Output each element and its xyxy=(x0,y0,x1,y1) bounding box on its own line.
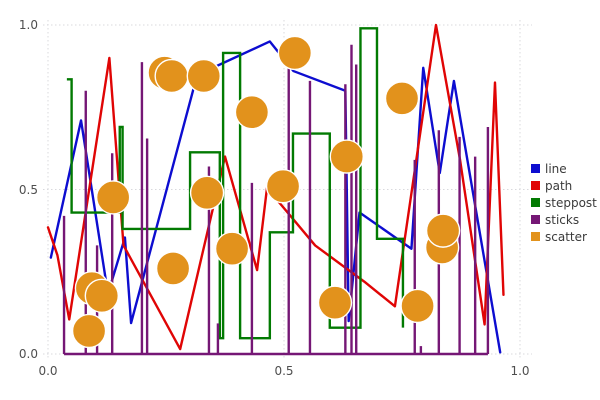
scatter-point xyxy=(214,231,250,266)
legend-label: sticks xyxy=(545,212,580,227)
legend-item-line: line xyxy=(531,160,597,177)
legend-item-path: path xyxy=(531,177,597,194)
legend-swatch-scatter xyxy=(531,232,540,241)
scatter-point xyxy=(425,213,461,248)
scatter-point xyxy=(186,58,221,94)
scatter-point xyxy=(84,278,120,313)
scatter-point xyxy=(154,58,189,94)
legend-swatch-sticks xyxy=(531,215,540,224)
x-tick-label: 1.0 xyxy=(510,364,530,378)
scatter-point xyxy=(71,313,107,349)
scatter-point xyxy=(189,175,225,210)
legend-item-scatter: scatter xyxy=(531,228,597,245)
y-tick-label: 1.0 xyxy=(18,18,38,32)
line-series-line xyxy=(49,40,502,354)
scatter-point xyxy=(234,94,270,130)
scatter-point xyxy=(155,251,191,286)
steppost-series-steps xyxy=(66,27,405,340)
scatter-point xyxy=(317,285,353,320)
legend-label: scatter xyxy=(545,229,587,244)
y-tick-label: 0.5 xyxy=(18,182,38,197)
x-tick-label: 0.0 xyxy=(38,364,58,378)
legend-label: line xyxy=(545,161,567,176)
legend-label: steppost xyxy=(545,195,597,210)
legend-swatch-path xyxy=(531,181,540,190)
scatter-point xyxy=(400,288,435,324)
legend-label: path xyxy=(545,178,573,193)
scatter-point xyxy=(265,169,301,204)
scatter-point xyxy=(329,139,364,174)
legend-swatch-line xyxy=(531,164,540,173)
scatter-point xyxy=(277,35,313,71)
legend-swatch-steppost xyxy=(531,198,540,207)
legend-item-sticks: sticks xyxy=(531,211,597,228)
scatter-point xyxy=(95,180,131,215)
x-tick-label: 0.5 xyxy=(274,364,294,378)
scatter-point xyxy=(384,81,420,116)
y-tick-label: 0.0 xyxy=(18,347,38,361)
legend: line path steppost sticks scatter xyxy=(531,160,597,245)
legend-item-steppost: steppost xyxy=(531,194,597,211)
